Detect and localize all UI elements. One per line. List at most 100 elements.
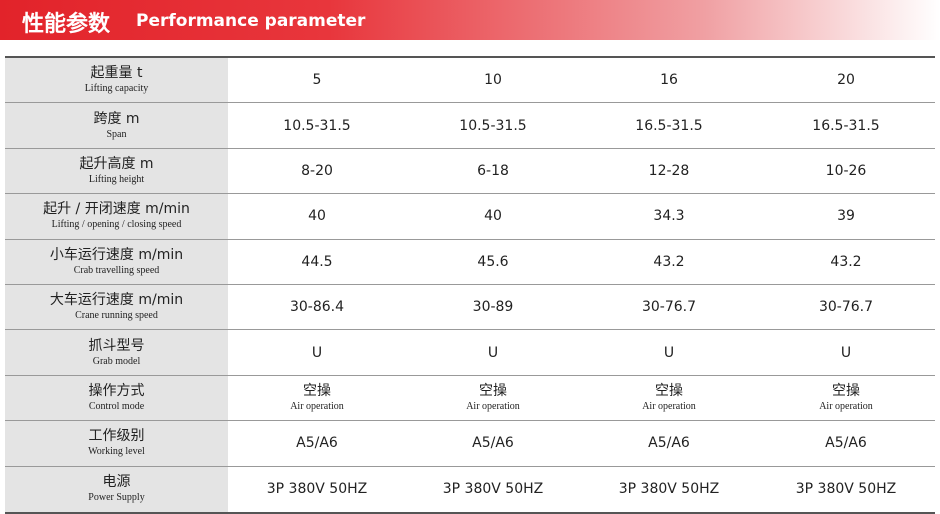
value-cell: 30-86.4: [230, 284, 406, 330]
value-text: A5/A6: [648, 435, 690, 452]
label-cn: 工作级别: [88, 428, 145, 445]
value-cell: 44.5: [230, 239, 406, 284]
value-en: Air operation: [819, 400, 873, 412]
value-cell: 16.5-31.5: [758, 103, 934, 147]
value-cell: 30-89: [406, 284, 582, 330]
row-label: 工作级别 Working level: [5, 421, 230, 466]
value-text: 16: [660, 72, 678, 89]
table-row: 工作级别 Working level A5/A6 A5/A6 A5/A6 A5/A6: [5, 421, 935, 467]
value-text: 3P 380V 50HZ: [618, 481, 720, 498]
value-text: 30-89: [472, 299, 514, 316]
value-text: 10-26: [825, 162, 867, 179]
value-en: Air operation: [466, 400, 520, 412]
title-en: Performance parameter: [136, 11, 366, 31]
value-text: 10: [484, 72, 502, 89]
table-row: 起升 / 开闭速度 m/min Lifting / opening / closi…: [5, 194, 935, 240]
label-cn: 小车运行速度 m/min: [49, 246, 184, 263]
label-en: Working level: [88, 446, 145, 458]
value-text: 3P 380V 50HZ: [795, 481, 897, 498]
table-row: 起重量 t Lifting capacity 5 10 16 20: [5, 58, 935, 104]
value-cell: 40: [230, 194, 406, 239]
value-text: 3P 380V 50HZ: [442, 481, 544, 498]
table-row: 跨度 m Span 10.5-31.5 10.5-31.5 16.5-31.5 16.5-…: [5, 103, 935, 149]
value-text: 20: [837, 72, 855, 89]
table-row: 抓斗型号 Grab model U U U U: [5, 330, 935, 376]
row-label: 小车运行速度 m/min Crab travelling speed: [5, 239, 230, 284]
value-cn: 空操: [655, 382, 683, 399]
label-cn: 起重量 t: [90, 65, 143, 82]
value-cell: A5/A6: [582, 421, 758, 466]
value-text: 43.2: [830, 253, 862, 270]
label-cn: 跨度 m: [93, 110, 140, 127]
value-cell: 45.6: [406, 239, 582, 284]
value-text: 30-76.7: [641, 299, 697, 316]
value-cell: U: [406, 330, 582, 375]
label-en: Crane running speed: [75, 310, 158, 322]
value-cell: 3P 380V 50HZ: [230, 466, 406, 512]
value-cell: 30-76.7: [582, 284, 758, 330]
label-en: Control mode: [88, 400, 145, 412]
header-banner: 性能参数 Performance parameter: [0, 0, 940, 40]
label-cn: 大车运行速度 m/min: [49, 292, 184, 309]
label-en: Grab model: [92, 355, 141, 367]
row-label: 操作方式 Control mode: [5, 375, 230, 421]
label-cn: 抓斗型号: [88, 337, 145, 354]
title-cn: 性能参数: [22, 12, 111, 37]
value-cell: 39: [758, 194, 934, 238]
value-text: 43.2: [653, 253, 685, 270]
value-text: 3P 380V 50HZ: [266, 481, 368, 498]
label-cn: 起升高度 m: [79, 155, 154, 172]
label-cn: 起升 / 开闭速度 m/min: [43, 201, 190, 218]
value-cell: 30-76.7: [758, 285, 934, 329]
value-text: 6-18: [477, 162, 509, 179]
row-label: 起重量 t Lifting capacity: [5, 58, 230, 103]
value-cell: 3P 380V 50HZ: [758, 467, 934, 512]
value-cell: 40: [406, 194, 582, 239]
label-en: Crab travelling speed: [73, 264, 160, 276]
value-cell: U: [230, 330, 406, 375]
value-text: A5/A6: [296, 435, 338, 452]
value-cell: A5/A6: [230, 421, 406, 466]
value-cell: 空操 Air operation: [758, 376, 934, 420]
value-cn: 空操: [832, 382, 860, 399]
table-row: 起升高度 m Lifting height 8-20 6-18 12-28 10-26: [5, 148, 935, 195]
value-text: 30-86.4: [289, 299, 345, 316]
row-label: 大车运行速度 m/min Crane running speed: [5, 284, 230, 330]
value-cell: A5/A6: [406, 421, 582, 466]
value-text: 16.5-31.5: [635, 117, 703, 134]
label-cn: 操作方式: [88, 382, 145, 399]
table-row: 小车运行速度 m/min Crab travelling speed 44.5 45.…: [5, 239, 935, 285]
value-text: U: [840, 344, 852, 361]
value-text: 10.5-31.5: [459, 117, 527, 134]
label-cn: 电源: [102, 474, 131, 491]
value-text: 45.6: [477, 253, 509, 270]
value-cell: 43.2: [758, 240, 934, 284]
value-cell: 6-18: [406, 148, 582, 194]
value-cell: 43.2: [582, 239, 758, 284]
value-cell: 16.5-31.5: [582, 103, 758, 148]
spec-table: 起重量 t Lifting capacity 5 10 16 20 跨度 m Span 10.5…: [5, 56, 935, 514]
value-text: 5: [312, 72, 322, 89]
value-cell: U: [582, 330, 758, 375]
label-en: Lifting capacity: [84, 83, 149, 95]
value-text: 40: [308, 208, 326, 225]
value-cn: 空操: [303, 382, 331, 399]
value-cell: 空操 Air operation: [582, 375, 758, 421]
value-text: 34.3: [653, 208, 685, 225]
value-cell: 10: [406, 58, 582, 103]
value-text: 44.5: [301, 253, 333, 270]
value-cell: 空操 Air operation: [406, 375, 582, 421]
row-label: 抓斗型号 Grab model: [5, 330, 230, 375]
table-row: 电源 Power Supply 3P 380V 50HZ 3P 380V 50HZ 3P…: [5, 466, 935, 512]
value-cell: A5/A6: [758, 421, 934, 465]
value-cell: 10.5-31.5: [230, 103, 406, 148]
label-en: Power Supply: [88, 492, 145, 504]
value-text: U: [311, 344, 323, 361]
label-en: Span: [106, 128, 127, 140]
value-text: 12-28: [648, 162, 690, 179]
value-text: U: [487, 344, 499, 361]
value-cell: 空操 Air operation: [230, 375, 406, 421]
table-row: 操作方式 Control mode 空操 Air operation 空操 Air ope…: [5, 375, 935, 422]
value-text: 40: [484, 208, 502, 225]
value-cell: 3P 380V 50HZ: [406, 466, 582, 512]
